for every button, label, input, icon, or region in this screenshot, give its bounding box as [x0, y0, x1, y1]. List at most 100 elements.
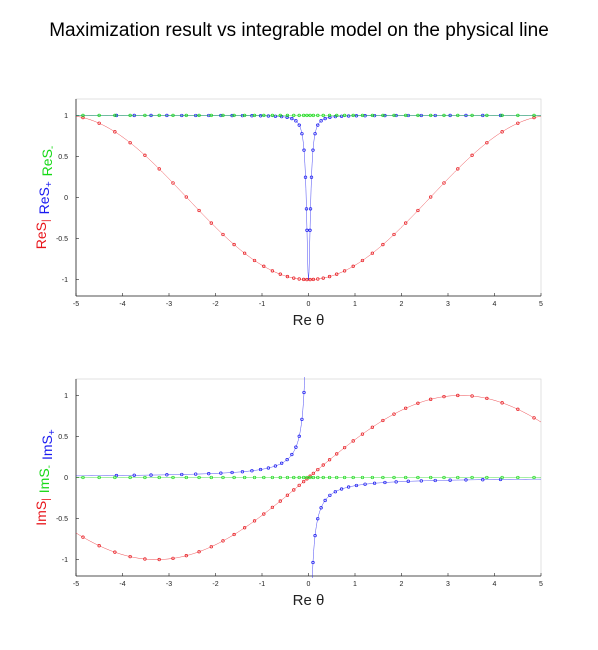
red-data-point	[381, 418, 385, 423]
red-data-point	[321, 276, 325, 280]
green-data-point	[392, 113, 396, 118]
y-tick-label: 0	[64, 475, 68, 482]
red-data-point	[485, 396, 489, 401]
red-data-point	[360, 432, 365, 436]
blue-data-point	[297, 123, 301, 127]
blue-data-point	[194, 472, 198, 476]
y-axis-label: ImS|ImS-ImS+	[33, 429, 58, 526]
green-data-point	[351, 475, 355, 480]
y-label-part: ImS	[33, 501, 49, 526]
green-data-point	[327, 475, 332, 480]
x-tick-label: -4	[119, 301, 125, 308]
red-data-point	[370, 425, 375, 429]
red-data-point	[429, 397, 433, 401]
blue-data-point	[290, 116, 294, 121]
green-data-point	[516, 475, 520, 480]
blue-data-point	[230, 470, 234, 475]
red-data-point	[532, 416, 536, 420]
blue-data-point	[319, 119, 323, 123]
green-data-point	[278, 113, 282, 118]
x-tick-label: 4	[493, 301, 497, 308]
green-data-point	[442, 113, 446, 118]
green-data-point	[327, 113, 332, 118]
red-data-point	[297, 483, 301, 488]
blue-data-point	[266, 466, 271, 470]
y-tick-label: 1	[64, 113, 68, 120]
blue-data-point	[304, 207, 309, 211]
red-data-point	[113, 130, 117, 134]
blue-data-point	[294, 445, 298, 449]
green-data-point	[308, 113, 312, 118]
red-data-point	[308, 277, 312, 282]
red-data-point	[97, 121, 101, 125]
blue-data-point	[316, 517, 320, 521]
green-data-point	[128, 475, 132, 480]
green-data-point	[416, 475, 420, 480]
green-data-point	[221, 475, 225, 480]
green-data-point	[262, 113, 266, 118]
green-data-point	[81, 475, 85, 480]
blue-data-point	[300, 132, 304, 136]
red-data-point	[184, 554, 188, 558]
red-data-point	[516, 407, 520, 411]
x-tick-label: 2	[400, 301, 404, 308]
red-data-point	[429, 195, 433, 199]
red-data-point	[416, 401, 420, 405]
blue-data-point	[319, 506, 323, 510]
blue-data-point	[250, 469, 254, 473]
green-data-point	[221, 113, 225, 118]
green-data-point	[321, 113, 325, 118]
blue-data-point	[285, 115, 289, 119]
green-data-point	[416, 113, 420, 118]
green-data-point	[342, 113, 347, 118]
y-tick-label: 1	[64, 393, 68, 400]
blue-series-line	[76, 115, 541, 280]
green-data-point	[500, 113, 504, 118]
blue-data-point	[290, 452, 294, 457]
green-data-point	[392, 475, 396, 480]
blue-data-point	[258, 114, 263, 118]
red-data-point	[209, 221, 213, 225]
blue-data-point	[346, 114, 351, 118]
red-data-point	[335, 272, 339, 276]
x-axis-label: Re θ	[293, 312, 325, 329]
green-data-point	[97, 113, 101, 118]
blue-data-point	[311, 560, 315, 565]
red-data-point	[221, 539, 225, 543]
red-data-point	[442, 394, 446, 399]
blue-data-point	[363, 482, 367, 486]
green-data-point	[297, 113, 301, 118]
green-data-point	[470, 475, 474, 480]
blue-data-point	[294, 119, 298, 123]
green-data-point	[157, 113, 161, 118]
red-data-point	[278, 272, 282, 276]
green-data-point	[308, 475, 312, 480]
blue-data-point	[383, 480, 387, 485]
blue-data-point	[258, 467, 263, 472]
y-label-subscript: +	[44, 181, 55, 187]
red-data-point	[157, 167, 161, 171]
green-data-point	[301, 475, 306, 480]
green-data-point	[242, 475, 247, 480]
red-data-point	[404, 406, 408, 410]
green-data-point	[197, 113, 201, 118]
y-label-subscript: |	[41, 498, 52, 501]
red-data-point	[392, 232, 396, 237]
green-data-point	[262, 475, 266, 480]
x-tick-label: -1	[259, 301, 265, 308]
green-data-point	[485, 475, 489, 480]
green-data-point	[297, 475, 301, 480]
red-data-point	[262, 512, 266, 516]
red-data-point	[242, 526, 247, 530]
red-data-point	[232, 242, 236, 247]
red-data-point	[351, 264, 355, 268]
blue-data-point	[419, 479, 423, 483]
red-data-point	[297, 277, 301, 281]
red-data-point	[316, 277, 320, 281]
blue-data-point	[240, 470, 245, 474]
red-data-point	[456, 167, 460, 171]
green-data-point	[184, 113, 188, 118]
green-data-point	[342, 475, 347, 480]
green-data-point	[429, 113, 433, 118]
